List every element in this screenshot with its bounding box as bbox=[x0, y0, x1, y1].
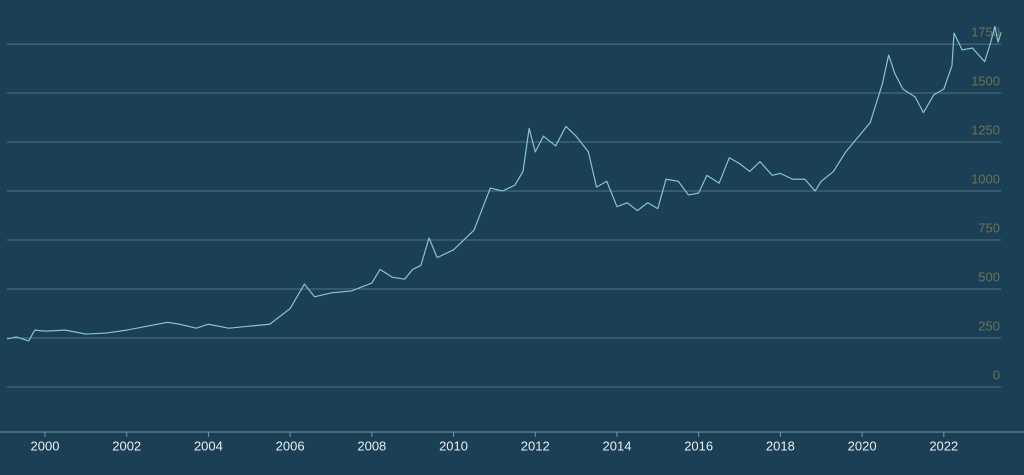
x-tick-label: 2012 bbox=[521, 438, 550, 453]
y-tick-label: 1500 bbox=[971, 73, 1000, 88]
x-tick-label: 2014 bbox=[603, 438, 632, 453]
y-tick-label: 0 bbox=[993, 367, 1000, 382]
x-tick-label: 2020 bbox=[848, 438, 877, 453]
y-tick-label: 1250 bbox=[971, 122, 1000, 137]
x-tick-label: 2006 bbox=[276, 438, 305, 453]
x-tick-label: 2004 bbox=[194, 438, 223, 453]
y-tick-label: 750 bbox=[978, 220, 1000, 235]
y-tick-label: 1000 bbox=[971, 171, 1000, 186]
x-tick-label: 2022 bbox=[929, 438, 958, 453]
x-tick-label: 2000 bbox=[31, 438, 60, 453]
x-tick-label: 2008 bbox=[357, 438, 386, 453]
x-tick-label: 2010 bbox=[439, 438, 468, 453]
price-line bbox=[6, 25, 1002, 342]
x-tick-label: 2016 bbox=[684, 438, 713, 453]
x-tick-label: 2018 bbox=[766, 438, 795, 453]
y-tick-label: 500 bbox=[978, 269, 1000, 284]
x-tick-label: 2002 bbox=[112, 438, 141, 453]
y-tick-label: 250 bbox=[978, 318, 1000, 333]
